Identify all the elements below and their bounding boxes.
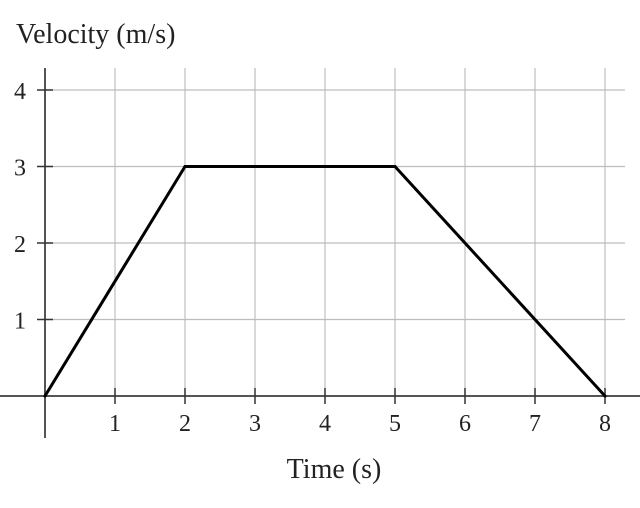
x-tick-label-5: 5 <box>389 411 401 437</box>
tick-layer: 1 2 3 4 5 6 7 8 1 2 3 4 <box>14 79 611 437</box>
data-point-1 <box>183 165 187 168</box>
data-point-2 <box>393 165 397 168</box>
velocity-series-line <box>43 165 607 398</box>
y-tick-label-2: 2 <box>14 232 26 258</box>
data-point-3 <box>603 394 607 398</box>
axis-layer <box>0 68 640 438</box>
grid-layer <box>45 68 625 396</box>
y-tick-label-4: 4 <box>14 79 26 105</box>
x-tick-label-4: 4 <box>319 411 331 437</box>
y-tick-label-1: 1 <box>14 309 26 335</box>
x-tick-label-1: 1 <box>109 411 121 437</box>
x-tick-label-7: 7 <box>529 411 541 437</box>
x-tick-label-6: 6 <box>459 411 471 437</box>
data-point-0 <box>43 394 47 398</box>
y-tick-label-3: 3 <box>14 156 26 182</box>
x-tick-label-8: 8 <box>599 411 611 437</box>
y-axis-title: Velocity (m/s) <box>16 19 175 50</box>
x-tick-label-2: 2 <box>179 411 191 437</box>
series-layer <box>43 165 607 398</box>
x-tick-label-3: 3 <box>249 411 261 437</box>
x-axis-title: Time (s) <box>287 454 382 485</box>
